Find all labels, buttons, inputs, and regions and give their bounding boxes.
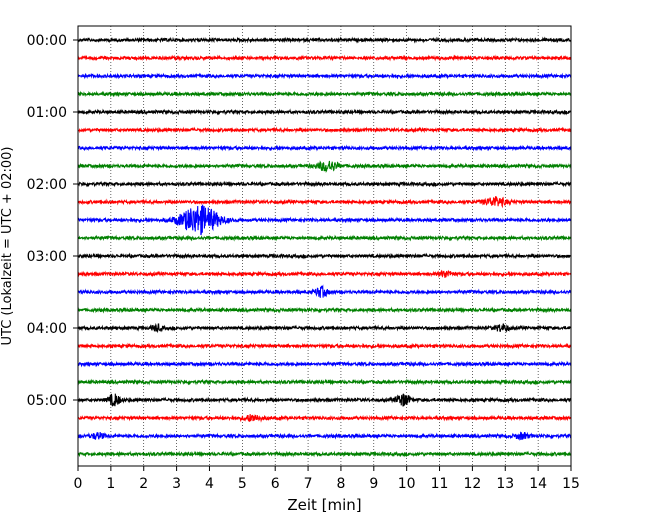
y-tick-label: 03:00: [27, 249, 67, 265]
y-tick-label: 05:00: [27, 393, 67, 409]
trace-9: [77, 180, 572, 188]
x-tick-label: 7: [304, 476, 313, 492]
vertical-grid: [110, 26, 539, 466]
y-tick-label: 01:00: [27, 105, 67, 121]
trace-1: [77, 36, 572, 44]
x-tick-label: 9: [369, 476, 378, 492]
seismic-traces: [77, 36, 572, 458]
x-tick-label: 8: [336, 476, 345, 492]
trace-12: [77, 234, 572, 242]
x-tick-label: 1: [106, 476, 115, 492]
x-tick-label: 14: [529, 476, 547, 492]
y-axis-label: UTC (Lokalzeit = UTC + 02:00): [0, 147, 15, 346]
x-axis-label: Zeit [min]: [287, 496, 361, 514]
x-tick-label: 11: [431, 476, 449, 492]
trace-22: [77, 414, 572, 423]
trace-7: [77, 144, 572, 152]
y-tick-label: 00:00: [27, 33, 67, 49]
trace-18: [77, 342, 572, 350]
trace-6: [77, 126, 572, 134]
x-tick-label: 10: [398, 476, 416, 492]
y-tick-label: 04:00: [27, 321, 67, 337]
trace-20: [77, 378, 572, 386]
x-axis-ticks: 0 1 2 3 4 5 6 7 8 9 10 11 12 13 14 15: [74, 466, 580, 492]
trace-21: [77, 393, 572, 407]
x-tick-label: 5: [238, 476, 247, 492]
trace-14: [77, 269, 572, 278]
x-tick-label: 0: [74, 476, 83, 492]
trace-8: [77, 160, 572, 173]
y-tick-label: 02:00: [27, 177, 67, 193]
trace-15: [77, 284, 572, 298]
x-tick-label: 6: [271, 476, 280, 492]
trace-4: [77, 90, 572, 98]
trace-2: [77, 54, 572, 62]
y-axis-ticks: 00:00 01:00 02:00 03:00 04:00 05:00: [27, 33, 78, 409]
x-tick-label: 4: [205, 476, 214, 492]
x-tick-label: 15: [562, 476, 580, 492]
plot-frame: [77, 25, 572, 467]
trace-3: [77, 72, 572, 80]
trace-16: [77, 306, 572, 314]
trace-13: [77, 252, 572, 260]
x-tick-label: 3: [172, 476, 181, 492]
trace-23: [77, 431, 572, 441]
trace-19: [77, 360, 572, 368]
trace-24: [77, 450, 572, 458]
x-tick-label: 13: [496, 476, 514, 492]
trace-17: [77, 322, 572, 334]
trace-5: [77, 108, 572, 116]
x-tick-label: 12: [463, 476, 481, 492]
trace-11: [77, 204, 572, 236]
trace-10: [77, 195, 572, 209]
x-tick-label: 2: [139, 476, 148, 492]
